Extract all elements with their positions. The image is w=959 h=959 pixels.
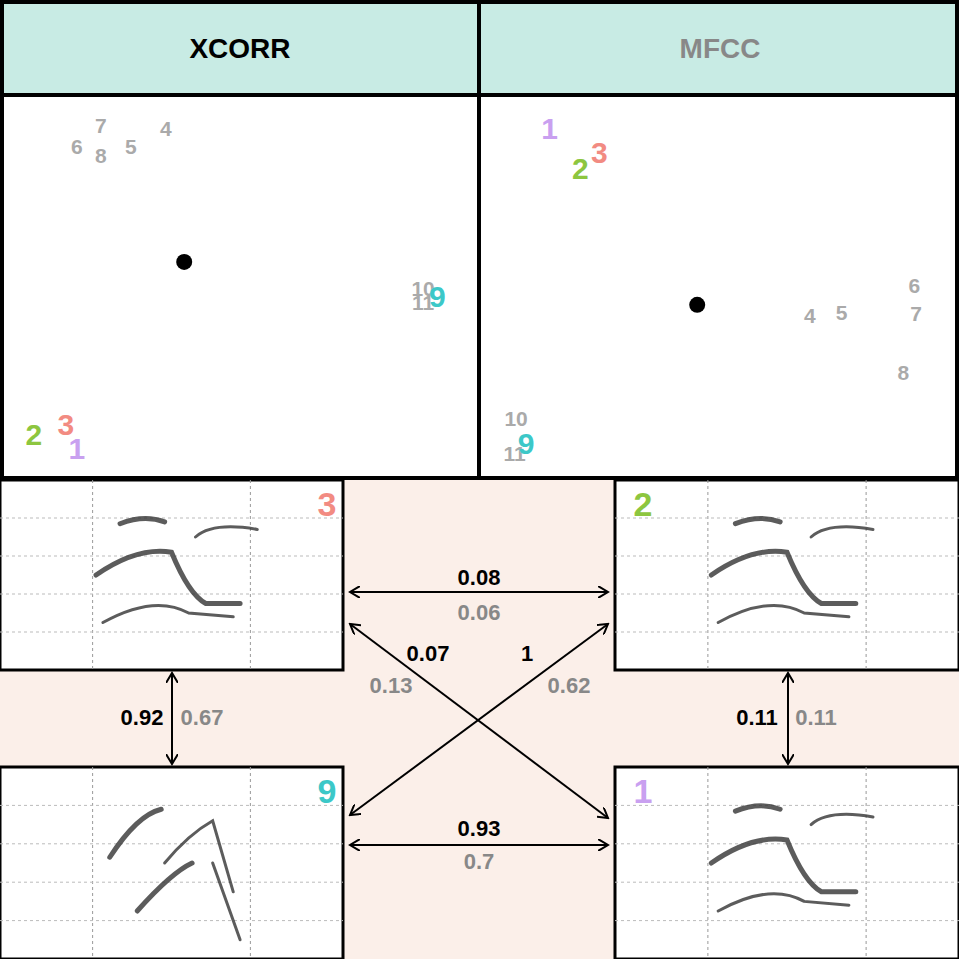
svg-text:2: 2 <box>634 485 653 523</box>
svg-text:0.13: 0.13 <box>370 673 413 698</box>
svg-text:8: 8 <box>898 361 910 384</box>
svg-text:7: 7 <box>95 114 107 137</box>
svg-text:10: 10 <box>504 407 528 431</box>
svg-text:0.7: 0.7 <box>464 849 495 874</box>
svg-text:8: 8 <box>95 144 107 167</box>
svg-text:0.07: 0.07 <box>407 641 450 666</box>
svg-text:6: 6 <box>908 274 920 297</box>
svg-text:2: 2 <box>25 418 42 451</box>
svg-text:0.08: 0.08 <box>458 565 501 590</box>
svg-text:2: 2 <box>572 152 589 185</box>
svg-text:9: 9 <box>518 427 535 460</box>
svg-text:6: 6 <box>71 135 83 158</box>
svg-text:9: 9 <box>318 772 337 810</box>
svg-text:7: 7 <box>910 302 922 325</box>
svg-text:0.11: 0.11 <box>736 705 778 730</box>
svg-text:MFCC: MFCC <box>680 33 761 64</box>
svg-text:0.67: 0.67 <box>181 705 224 730</box>
svg-text:3: 3 <box>57 408 75 442</box>
svg-text:3: 3 <box>318 485 337 523</box>
svg-text:0.92: 0.92 <box>121 705 164 730</box>
svg-text:1: 1 <box>68 432 85 465</box>
svg-text:1: 1 <box>541 112 558 145</box>
svg-text:XCORR: XCORR <box>189 33 290 64</box>
svg-text:0.93: 0.93 <box>458 816 501 841</box>
svg-text:3: 3 <box>591 136 608 169</box>
svg-text:4: 4 <box>160 117 172 140</box>
svg-text:1: 1 <box>521 641 533 666</box>
svg-text:1: 1 <box>634 772 653 810</box>
svg-text:4: 4 <box>804 304 816 327</box>
svg-text:5: 5 <box>125 135 137 158</box>
svg-text:9: 9 <box>429 280 446 313</box>
svg-text:11: 11 <box>412 291 435 315</box>
svg-text:0.11: 0.11 <box>795 705 837 730</box>
svg-text:11: 11 <box>503 441 526 465</box>
svg-text:0.06: 0.06 <box>458 600 501 625</box>
svg-text:5: 5 <box>836 301 848 324</box>
svg-text:0.62: 0.62 <box>548 673 591 698</box>
